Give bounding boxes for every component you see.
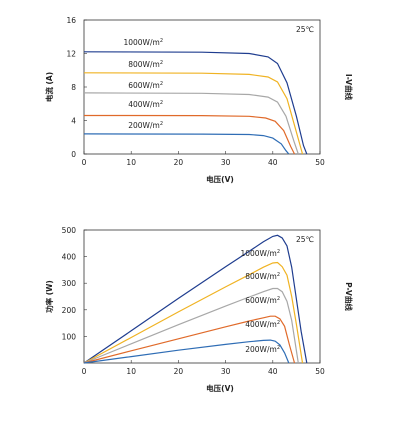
series-label: 400W/m2 (128, 100, 163, 109)
x-tick-label: 0 (82, 158, 87, 167)
series-label: 1000W/m2 (123, 38, 163, 47)
series-line-1000W-m2 (83, 51, 308, 155)
series-line-200W-m2 (83, 339, 290, 364)
y-axis-title: 电流 (A) (44, 72, 54, 102)
series-line-200W-m2 (83, 133, 290, 155)
series-label: 400W/m2 (245, 320, 280, 329)
series-label: 800W/m2 (128, 60, 163, 69)
series-label: 800W/m2 (245, 272, 280, 281)
series-label: 600W/m2 (128, 81, 163, 90)
series-label: 1000W/m2 (240, 249, 280, 258)
series-label: 600W/m2 (245, 296, 280, 305)
x-tick-label: 10 (126, 367, 136, 376)
chart-2: 0 10 20 30 40 50 100 200 300 400 500 1000W/m2 800W/m… (44, 226, 354, 393)
y-tick-label: 0 (71, 150, 76, 159)
x-tick-label: 30 (221, 367, 231, 376)
plot-frame (83, 229, 321, 364)
x-tick-label: 20 (174, 367, 184, 376)
x-axis-title: 电压(V) (206, 174, 234, 184)
series-line-400W-m2 (83, 114, 296, 155)
series-line-400W-m2 (83, 315, 296, 364)
x-tick-label: 40 (268, 367, 278, 376)
y-tick-label: 300 (62, 279, 77, 288)
x-tick-label: 50 (315, 158, 325, 167)
x-tick-label: 40 (268, 158, 278, 167)
y-tick-label: 8 (71, 83, 76, 92)
curve-type-label: I-V曲线 (344, 74, 354, 101)
series-line-1000W-m2 (83, 234, 308, 364)
x-tick-label: 20 (174, 158, 184, 167)
series-line-600W-m2 (83, 287, 299, 364)
series-label: 200W/m2 (245, 345, 280, 354)
x-axis-title: 电压(V) (206, 383, 234, 393)
y-axis-title: 功率 (W) (44, 280, 54, 313)
x-tick-label: 0 (82, 367, 87, 376)
series-line-800W-m2 (83, 72, 304, 155)
y-tick-label: 400 (62, 253, 77, 262)
chart-1: 0 10 20 30 40 50 0 4 8 12 16 1000W/m2 800W/m2 600W/m2… (44, 16, 354, 184)
x-tick-label: 30 (221, 158, 231, 167)
y-tick-label: 16 (66, 16, 76, 25)
y-tick-label: 12 (66, 50, 76, 59)
curve-type-label: P-V曲线 (344, 282, 354, 311)
y-tick-label: 200 (62, 306, 77, 315)
temperature-label: 25℃ (296, 235, 314, 244)
series-label: 200W/m2 (128, 121, 163, 130)
series-line-600W-m2 (83, 92, 299, 155)
y-tick-label: 500 (62, 226, 77, 235)
temperature-label: 25℃ (296, 25, 314, 34)
y-tick-label: 4 (71, 117, 76, 126)
series-line-800W-m2 (83, 261, 304, 364)
y-tick-label: 100 (62, 332, 77, 341)
x-tick-label: 10 (126, 158, 136, 167)
x-tick-label: 50 (315, 367, 325, 376)
